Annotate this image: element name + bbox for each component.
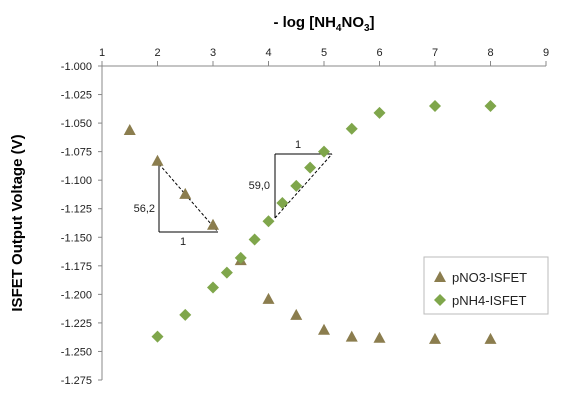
- x-tick-label: 8: [487, 47, 493, 59]
- no3-data-point: [290, 308, 303, 320]
- no3-data-point: [262, 292, 275, 304]
- x-axis-title: - log [NH4NO3]: [273, 14, 374, 34]
- no3-data-point: [345, 330, 358, 342]
- x-ticks: 1 2 3 4 5 6 7 8 9: [99, 47, 549, 66]
- no3-slope-annotation: 56,2 1: [134, 163, 219, 248]
- y-tick-label: -1.225: [61, 318, 92, 330]
- y-tick-label: -1.175: [61, 261, 92, 273]
- legend-label: pNO3-ISFET: [452, 270, 527, 285]
- nh4-data-point: [290, 179, 303, 192]
- nh4-slope-annotation: 59,0 1: [249, 139, 333, 219]
- y-tick-label: -1.100: [61, 175, 92, 187]
- nh4-slope-hypotenuse: [274, 153, 333, 219]
- legend[interactable]: pNO3-ISFET pNH4-ISFET: [423, 256, 549, 315]
- nh4-run-label: 1: [295, 139, 301, 151]
- legend-triangle-marker: [434, 271, 446, 282]
- no3-data-point: [429, 332, 441, 344]
- y-tick-label: -1.025: [61, 90, 92, 102]
- nh4-data-point: [304, 161, 317, 174]
- nh4-data-point: [429, 99, 441, 112]
- y-tick-label: -1.000: [61, 61, 92, 73]
- nh4-data-point: [318, 145, 330, 158]
- x-axis-title-part: NO: [341, 14, 364, 31]
- y-ticks: -1.000 -1.025 -1.050 -1.075 -1.100 -1.125 -1.1…: [61, 61, 102, 387]
- nh4-data-point: [276, 197, 289, 210]
- y-tick-label: -1.250: [61, 346, 92, 358]
- x-tick-label: 2: [154, 47, 160, 59]
- no3-data-point: [179, 187, 192, 199]
- no3-slope-value: 56,2: [134, 203, 155, 215]
- y-tick-label: -1.125: [61, 204, 92, 216]
- legend-items: pNO3-ISFET pNH4-ISFET: [434, 270, 527, 308]
- x-tick-label: 9: [543, 47, 549, 59]
- nh4-data-point: [484, 99, 497, 112]
- no3-data-point: [373, 331, 386, 343]
- y-tick-label: -1.275: [61, 375, 92, 387]
- legend-diamond-marker: [434, 294, 446, 306]
- x-axis-title-part: - log [NH: [273, 14, 335, 31]
- x-tick-label: 4: [265, 47, 271, 59]
- x-tick-label: 3: [210, 47, 216, 59]
- x-tick-label: 7: [432, 47, 438, 59]
- nh4-data-point: [207, 281, 219, 294]
- no3-data-point: [207, 218, 219, 230]
- legend-box: [423, 256, 549, 315]
- y-tick-label: -1.200: [61, 289, 92, 301]
- legend-label: pNH4-ISFET: [452, 293, 526, 308]
- y-tick-label: -1.150: [61, 232, 92, 244]
- nh4-data-point: [373, 106, 386, 119]
- x-tick-label: 1: [99, 47, 105, 59]
- x-tick-label: 6: [376, 47, 382, 59]
- x-axis-title-subscript: 3: [364, 23, 370, 34]
- nh4-data-point: [151, 330, 164, 343]
- nh4-data-point: [234, 251, 247, 264]
- no3-data-point: [123, 123, 136, 135]
- data-points: [123, 99, 497, 344]
- y-tick-label: -1.050: [61, 118, 92, 130]
- x-axis-title-subscript: 4: [336, 23, 342, 34]
- nh4-data-point: [248, 233, 261, 246]
- no3-data-point: [318, 323, 330, 335]
- y-tick-label: -1.075: [61, 147, 92, 159]
- nh4-data-point: [179, 308, 192, 321]
- no3-run-label: 1: [180, 236, 186, 248]
- nh4-data-point: [345, 122, 358, 135]
- x-axis-title-part: ]: [370, 14, 375, 31]
- nh4-data-point: [262, 215, 275, 228]
- no3-data-point: [484, 332, 497, 344]
- y-axis-title: ISFET Output Voltage (V): [9, 134, 26, 311]
- nh4-data-point: [220, 266, 233, 279]
- x-tick-label: 5: [321, 47, 327, 59]
- nh4-slope-value: 59,0: [249, 180, 270, 192]
- no3-data-point: [151, 154, 164, 166]
